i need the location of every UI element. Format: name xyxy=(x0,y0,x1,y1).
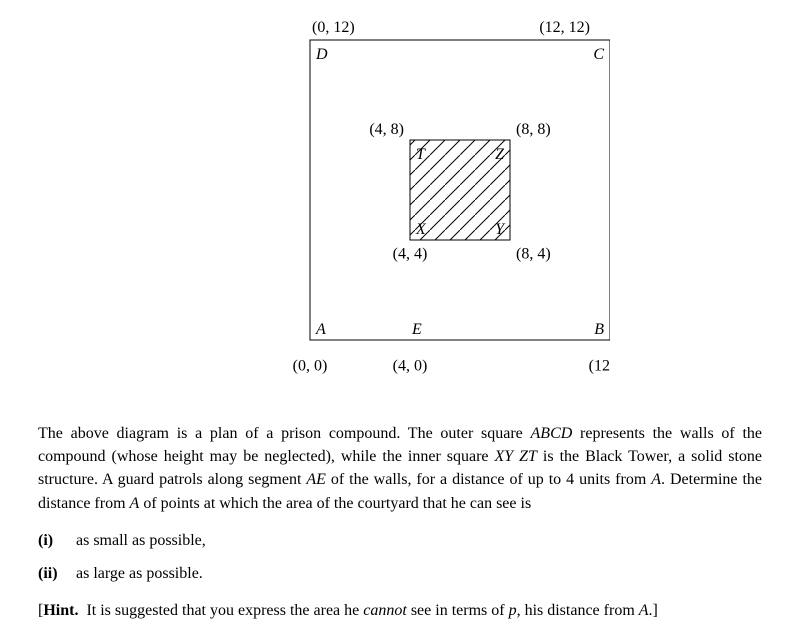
coord-b: (12, 0) xyxy=(589,357,610,374)
part-ii-label: (ii) xyxy=(38,562,76,585)
letter-z: Z xyxy=(495,146,505,163)
coord-c: (12, 12) xyxy=(539,20,590,36)
letter-e: E xyxy=(411,321,422,338)
hint-p: p xyxy=(509,602,517,619)
label-a2: A xyxy=(130,495,140,512)
body-mid3: of the walls, for a distance of up to 4 … xyxy=(326,471,651,488)
hint-pre: It is suggested that you express the are… xyxy=(86,602,363,619)
label-ae: AE xyxy=(306,471,326,488)
coord-e: (4, 0) xyxy=(393,357,428,374)
body-pre: The above diagram is a plan of a prison … xyxy=(38,425,531,442)
part-i: (i) as small as possible, xyxy=(38,529,762,552)
hint-end: .] xyxy=(649,602,658,619)
letter-a: A xyxy=(315,321,326,338)
part-i-text: as small as possible, xyxy=(76,529,206,552)
hint-a3: A xyxy=(639,602,649,619)
hint: [Hint. It is suggested that you express … xyxy=(38,599,762,622)
hint-mid2: , his distance from xyxy=(517,602,639,619)
hint-cannot: cannot xyxy=(363,602,407,619)
coord-a: (0, 0) xyxy=(293,357,328,374)
diagram-container: A (0, 0) B (12, 0) C(12, 12) D (0, 12) E (4, 0) X… xyxy=(38,20,762,400)
letter-t: T xyxy=(416,146,426,163)
prison-diagram: A (0, 0) B (12, 0) C(12, 12) D (0, 12) E (4, 0) X… xyxy=(190,20,610,400)
label-xyzt: XY ZT xyxy=(495,448,537,465)
parts-list: (i) as small as possible, (ii) as large … xyxy=(38,529,762,585)
letter-x: X xyxy=(415,221,427,238)
letter-c: C xyxy=(593,46,604,63)
coord-d: (0, 12) xyxy=(312,20,355,36)
coord-y: (8, 4) xyxy=(516,245,551,262)
body-end: of points at which the area of the court… xyxy=(139,495,531,512)
part-ii-text: as large as possible. xyxy=(76,562,203,585)
label-abcd: ABCD xyxy=(531,425,573,442)
coord-z: (8, 8) xyxy=(516,121,551,138)
hint-mid: see in terms of xyxy=(407,602,509,619)
letter-b: B xyxy=(594,321,604,338)
label-a1: A xyxy=(651,471,661,488)
problem-statement: The above diagram is a plan of a prison … xyxy=(38,422,762,515)
part-ii: (ii) as large as possible. xyxy=(38,562,762,585)
coord-t: (4, 8) xyxy=(369,121,404,138)
part-i-label: (i) xyxy=(38,529,76,552)
hint-label: Hint. xyxy=(43,602,78,619)
letter-d: D xyxy=(315,46,328,63)
coord-x: (4, 4) xyxy=(393,245,428,262)
